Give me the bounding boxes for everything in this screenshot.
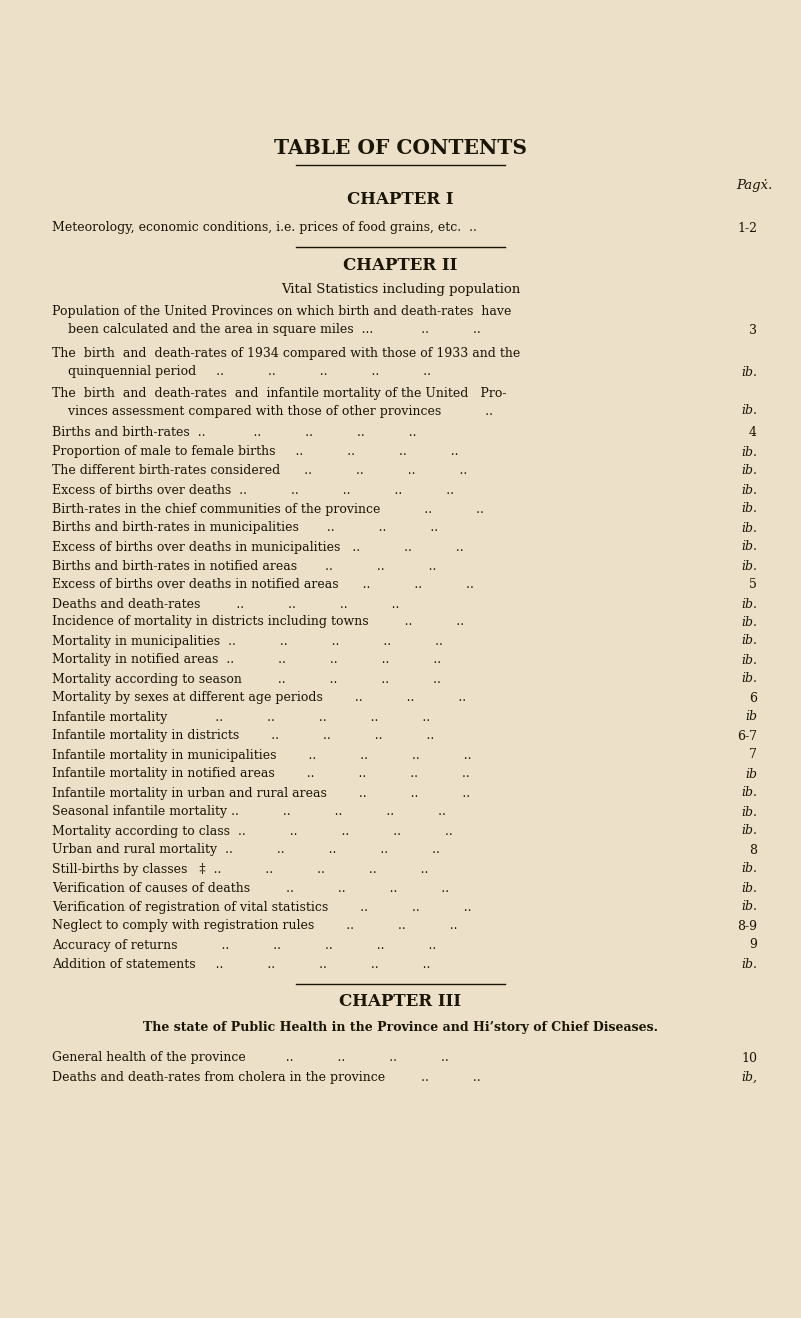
- Text: Infantile mortality            ..           ..           ..           ..        : Infantile mortality .. .. .. ..: [52, 710, 430, 724]
- Text: been calculated and the area in square miles  ...            ..           ..: been calculated and the area in square m…: [52, 323, 481, 336]
- Text: Seasonal infantile mortality ..           ..           ..           ..          : Seasonal infantile mortality .. .. .. ..: [52, 805, 446, 818]
- Text: Pagẋ.: Pagẋ.: [737, 178, 773, 191]
- Text: ib.: ib.: [741, 957, 757, 970]
- Text: Mortality by sexes at different age periods        ..           ..           ..: Mortality by sexes at different age peri…: [52, 692, 466, 705]
- Text: Deaths and death-rates from cholera in the province         ..           ..: Deaths and death-rates from cholera in t…: [52, 1070, 481, 1083]
- Text: ib.: ib.: [741, 882, 757, 895]
- Text: 7: 7: [749, 749, 757, 762]
- Text: Population of the United Provinces on which birth and death-rates  have: Population of the United Provinces on wh…: [52, 306, 512, 319]
- Text: The  birth  and  death-rates  and  infantile mortality of the United   Pro-: The birth and death-rates and infantile …: [52, 387, 506, 401]
- Text: Proportion of male to female births     ..           ..           ..           .: Proportion of male to female births .. .…: [52, 445, 458, 459]
- Text: ib.: ib.: [741, 825, 757, 837]
- Text: ib.: ib.: [741, 365, 757, 378]
- Text: General health of the province          ..           ..           ..           .: General health of the province .. .. .. …: [52, 1052, 449, 1065]
- Text: 9: 9: [749, 938, 757, 952]
- Text: The state of Public Health in the Province and Hi’story of Chief Diseases.: The state of Public Health in the Provin…: [143, 1021, 658, 1035]
- Text: ib.: ib.: [741, 634, 757, 647]
- Text: 10: 10: [741, 1052, 757, 1065]
- Text: Infantile mortality in urban and rural areas        ..           ..           ..: Infantile mortality in urban and rural a…: [52, 787, 470, 800]
- Text: ib.: ib.: [741, 560, 757, 572]
- Text: Addition of statements     ..           ..           ..           ..           .: Addition of statements .. .. .. .. .: [52, 957, 430, 970]
- Text: ib.: ib.: [741, 672, 757, 685]
- Text: ib.: ib.: [741, 862, 757, 875]
- Text: Births and birth-rates in notified areas       ..           ..           ..: Births and birth-rates in notified areas…: [52, 560, 437, 572]
- Text: Mortality in notified areas  ..           ..           ..           ..          : Mortality in notified areas .. .. .. ..: [52, 654, 441, 667]
- Text: Excess of births over deaths  ..           ..           ..           ..         : Excess of births over deaths .. .. .. ..: [52, 484, 454, 497]
- Text: Meteorology, economic conditions, i.e. prices of food grains, etc.  ..: Meteorology, economic conditions, i.e. p…: [52, 221, 485, 235]
- Text: ib.: ib.: [741, 540, 757, 554]
- Text: TABLE OF CONTENTS: TABLE OF CONTENTS: [274, 138, 527, 158]
- Text: ib.: ib.: [741, 464, 757, 477]
- Text: CHAPTER II: CHAPTER II: [344, 257, 457, 274]
- Text: 8: 8: [749, 844, 757, 857]
- Text: 1-2: 1-2: [737, 221, 757, 235]
- Text: ib,: ib,: [741, 1070, 757, 1083]
- Text: Excess of births over deaths in notified areas      ..           ..           ..: Excess of births over deaths in notified…: [52, 579, 474, 592]
- Text: ib.: ib.: [741, 445, 757, 459]
- Text: Birth-rates in the chief communities of the province           ..           ..: Birth-rates in the chief communities of …: [52, 502, 484, 515]
- Text: Excess of births over deaths in municipalities   ..           ..           ..: Excess of births over deaths in municipa…: [52, 540, 464, 554]
- Text: Vital Statistics including population: Vital Statistics including population: [281, 282, 520, 295]
- Text: ib.: ib.: [741, 616, 757, 629]
- Text: Neglect to comply with registration rules        ..           ..           ..: Neglect to comply with registration rule…: [52, 920, 457, 933]
- Text: ib.: ib.: [741, 405, 757, 418]
- Text: Deaths and death-rates         ..           ..           ..           ..: Deaths and death-rates .. .. .. ..: [52, 597, 400, 610]
- Text: Urban and rural mortality  ..           ..           ..           ..           .: Urban and rural mortality .. .. .. .. .: [52, 844, 440, 857]
- Text: Births and birth-rates in municipalities       ..           ..           ..: Births and birth-rates in municipalities…: [52, 522, 438, 535]
- Text: Still-births by classes   ‡  ..           ..           ..           ..          : Still-births by classes ‡ .. .. .. ..: [52, 862, 429, 875]
- Text: Births and birth-rates  ..            ..           ..           ..           ..: Births and birth-rates .. .. .. .. ..: [52, 426, 417, 439]
- Text: Verification of causes of deaths         ..           ..           ..           : Verification of causes of deaths .. .. .…: [52, 882, 449, 895]
- Text: ib.: ib.: [741, 502, 757, 515]
- Text: 6-7: 6-7: [737, 729, 757, 742]
- Text: CHAPTER I: CHAPTER I: [347, 191, 454, 208]
- Text: ib.: ib.: [741, 484, 757, 497]
- Text: Mortality according to class  ..           ..           ..           ..         : Mortality according to class .. .. .. ..: [52, 825, 453, 837]
- Text: ib.: ib.: [741, 654, 757, 667]
- Text: ib.: ib.: [741, 787, 757, 800]
- Text: ib: ib: [745, 767, 757, 780]
- Text: 4: 4: [749, 426, 757, 439]
- Text: vinces assessment compared with those of other provinces           ..: vinces assessment compared with those of…: [52, 405, 493, 418]
- Text: Incidence of mortality in districts including towns         ..           ..: Incidence of mortality in districts incl…: [52, 616, 465, 629]
- Text: ib.: ib.: [741, 597, 757, 610]
- Text: ib: ib: [745, 710, 757, 724]
- Text: 6: 6: [749, 692, 757, 705]
- Text: 5: 5: [749, 579, 757, 592]
- Text: Infantile mortality in municipalities        ..           ..           ..       : Infantile mortality in municipalities ..…: [52, 749, 472, 762]
- Text: Verification of registration of vital statistics        ..           ..         : Verification of registration of vital st…: [52, 900, 472, 913]
- Text: Mortality in municipalities  ..           ..           ..           ..          : Mortality in municipalities .. .. .. ..: [52, 634, 443, 647]
- Text: The different birth-rates considered      ..           ..           ..          : The different birth-rates considered .. …: [52, 464, 467, 477]
- Text: Infantile mortality in districts        ..           ..           ..           .: Infantile mortality in districts .. .. .…: [52, 729, 434, 742]
- Text: CHAPTER III: CHAPTER III: [340, 994, 461, 1011]
- Text: quinquennial period     ..           ..           ..           ..           ..: quinquennial period .. .. .. .. ..: [52, 365, 431, 378]
- Text: Infantile mortality in notified areas        ..           ..           ..       : Infantile mortality in notified areas ..…: [52, 767, 470, 780]
- Text: The  birth  and  death-rates of 1934 compared with those of 1933 and the: The birth and death-rates of 1934 compar…: [52, 347, 521, 360]
- Text: ib.: ib.: [741, 805, 757, 818]
- Text: Mortality according to season         ..           ..           ..           ..: Mortality according to season .. .. .. .…: [52, 672, 441, 685]
- Text: 3: 3: [749, 323, 757, 336]
- Text: Accuracy of returns           ..           ..           ..           ..         : Accuracy of returns .. .. .. ..: [52, 938, 437, 952]
- Text: ib.: ib.: [741, 900, 757, 913]
- Text: ib.: ib.: [741, 522, 757, 535]
- Text: 8-9: 8-9: [737, 920, 757, 933]
